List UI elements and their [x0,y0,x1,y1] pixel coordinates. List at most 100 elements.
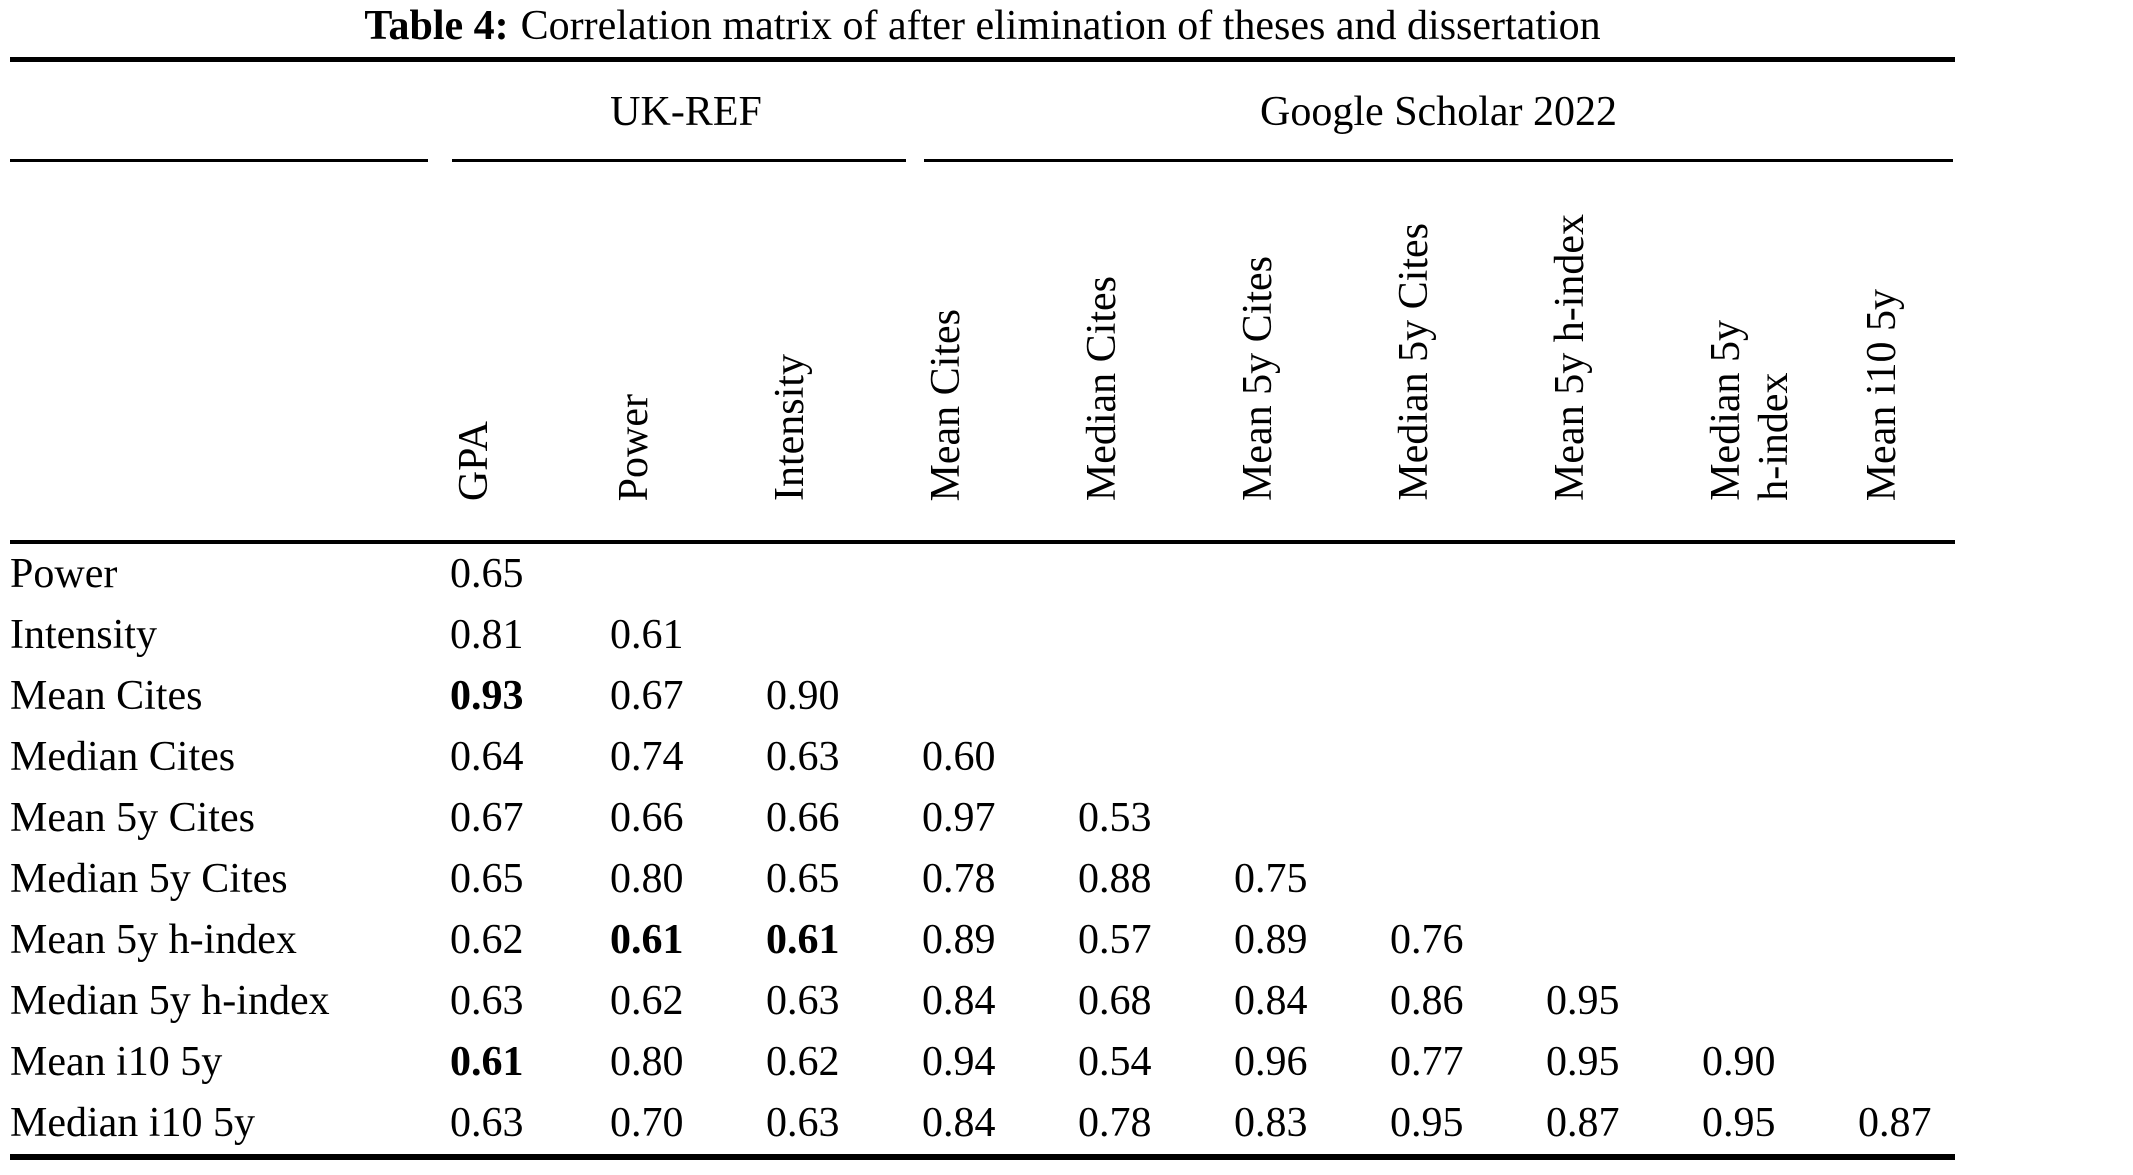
table-container: Table 4: Correlation matrix of after elim… [10,0,1956,1160]
empty-cell [1390,542,1546,605]
empty-cell [1234,542,1390,605]
correlation-value: 0.86 [1390,978,1464,1024]
empty-cell [1390,788,1546,849]
column-header-label: Mean 5y h-index [1547,214,1593,501]
empty-cell [1234,666,1390,727]
correlation-value: 0.61 [766,917,840,963]
correlation-value: 0.90 [1702,1039,1776,1085]
empty-cell [1702,849,1858,910]
empty-cell [1858,788,1955,849]
correlation-value: 0.97 [922,795,996,841]
column-header-mean-cites: Mean Cites [922,162,1078,544]
correlation-value: 0.84 [922,1100,996,1146]
correlation-value: 0.90 [766,673,840,719]
correlation-value: 0.67 [610,673,684,719]
row-label: Median i10 5y [10,1100,255,1146]
column-header-power: Power [610,162,766,544]
table-row: Mean 5y Cites 0.67 0.66 0.66 0.97 0.53 [10,788,1955,849]
table-caption-text: Correlation matrix of after elimination … [520,3,1601,49]
correlation-value: 0.80 [610,856,684,902]
empty-cell [1858,727,1955,788]
empty-cell [1078,727,1234,788]
correlation-value: 0.95 [1390,1100,1464,1146]
empty-cell [1546,849,1702,910]
correlation-value: 0.63 [766,734,840,780]
correlation-value: 0.81 [450,612,524,658]
column-header-intensity: Intensity [766,162,922,544]
empty-cell [1702,605,1858,666]
correlation-value: 0.63 [766,978,840,1024]
correlation-value: 0.61 [610,917,684,963]
column-header-median-cites: Median Cites [1078,162,1234,544]
correlation-value: 0.64 [450,734,524,780]
correlation-value: 0.89 [1234,917,1308,963]
correlation-value: 0.62 [450,917,524,963]
empty-cell [1858,605,1955,666]
column-header-label: Mean 5y Cites [1235,256,1281,501]
correlation-value: 0.94 [922,1039,996,1085]
correlation-value: 0.65 [450,551,524,597]
correlation-value: 0.60 [922,734,996,780]
table-row: Mean i10 5y 0.61 0.80 0.62 0.94 0.54 0.96 0.77 0… [10,1032,1955,1093]
column-header-label: Median Cites [1079,275,1125,501]
row-label: Power [10,551,118,597]
correlation-value: 0.87 [1546,1100,1620,1146]
row-label: Mean 5y h-index [10,917,297,963]
stub-header-cell [10,162,450,544]
correlation-value: 0.83 [1234,1100,1308,1146]
empty-cell [1078,542,1234,605]
correlation-value: 0.57 [1078,917,1152,963]
correlation-value: 0.78 [1078,1100,1152,1146]
column-header-row: GPA Power Intensity Mean Cites Median Cites M… [10,162,1956,544]
correlation-value: 0.54 [1078,1039,1152,1085]
correlation-value: 0.80 [610,1039,684,1085]
correlation-value: 0.95 [1546,978,1620,1024]
correlation-value: 0.67 [450,795,524,841]
table-row: Median i10 5y 0.63 0.70 0.63 0.84 0.78 0.83 0.9… [10,1093,1955,1157]
column-header-label: Power [611,393,657,501]
row-label: Mean i10 5y [10,1039,223,1085]
correlation-value: 0.68 [1078,978,1152,1024]
empty-cell [1858,971,1955,1032]
correlation-value: 0.95 [1546,1039,1620,1085]
column-header-label: GPA [451,420,497,501]
empty-cell [1546,910,1702,971]
empty-cell [1702,666,1858,727]
empty-cell [922,666,1078,727]
column-header-mean-5y-cites: Mean 5y Cites [1234,162,1390,544]
empty-cell [1702,971,1858,1032]
column-header-label: Median 5y Cites [1391,223,1437,501]
empty-cell [1390,666,1546,727]
empty-cell [1234,605,1390,666]
correlation-value: 0.89 [922,917,996,963]
empty-cell [1702,788,1858,849]
correlation-value: 0.96 [1234,1039,1308,1085]
table-row: Mean Cites 0.93 0.67 0.90 [10,666,1955,727]
empty-cell [1858,1032,1955,1093]
empty-cell [1546,666,1702,727]
correlation-value: 0.63 [766,1100,840,1146]
empty-cell [1858,542,1955,605]
row-label: Median Cites [10,734,236,780]
empty-cell [922,542,1078,605]
empty-cell [1858,849,1955,910]
correlation-value: 0.84 [1234,978,1308,1024]
empty-cell [1858,910,1955,971]
column-header-mean-i10-5y: Mean i10 5y [1858,162,1956,544]
column-header-median-5y-h-index: Median 5y h-index [1702,162,1858,544]
stub-header-cell [10,60,450,163]
empty-cell [1546,727,1702,788]
row-label: Median 5y h-index [10,978,330,1024]
correlation-value: 0.75 [1234,856,1308,902]
column-header-label: Mean Cites [923,308,969,501]
row-label: Median 5y Cites [10,856,288,902]
empty-cell [1234,727,1390,788]
correlation-value: 0.63 [450,978,524,1024]
correlation-value: 0.62 [610,978,684,1024]
empty-cell [1546,788,1702,849]
correlation-table: UK-REF Google Scholar 2022 GPA Power Inten… [10,57,1956,1160]
correlation-value: 0.95 [1702,1100,1776,1146]
table-row: Intensity 0.81 0.61 [10,605,1955,666]
empty-cell [1858,666,1955,727]
